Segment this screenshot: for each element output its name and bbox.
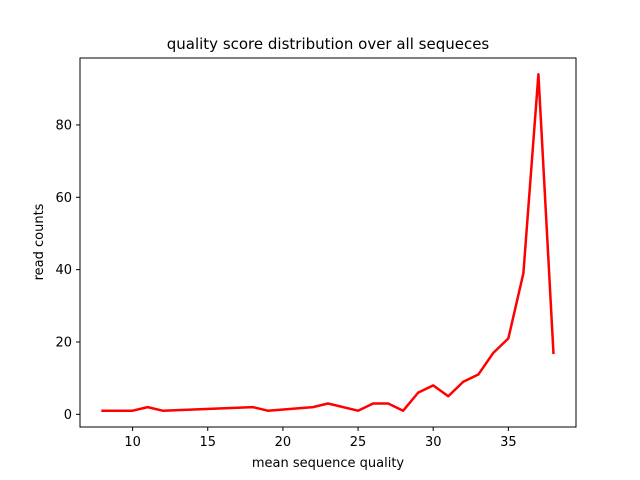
y-axis-label: read counts bbox=[32, 203, 47, 280]
plot-frame bbox=[79, 57, 577, 428]
y-tick-label: 60 bbox=[55, 191, 72, 206]
x-axis-ticks: 10 15 20 25 30 35 bbox=[124, 427, 517, 450]
y-tick-label: 20 bbox=[55, 335, 72, 350]
x-axis-label: mean sequence quality bbox=[252, 456, 405, 471]
plot-area bbox=[79, 57, 577, 428]
series-line-0 bbox=[101, 73, 555, 412]
x-tick-label: 35 bbox=[500, 435, 517, 450]
x-tick-label: 25 bbox=[350, 435, 367, 450]
y-tick-label: 80 bbox=[55, 118, 72, 133]
x-tick-label: 20 bbox=[275, 435, 292, 450]
y-tick-label: 40 bbox=[55, 263, 72, 278]
x-tick-label: 15 bbox=[199, 435, 216, 450]
x-tick-label: 30 bbox=[425, 435, 442, 450]
y-tick-label: 0 bbox=[64, 408, 72, 423]
chart-title: quality score distribution over all sequ… bbox=[167, 35, 490, 53]
y-axis-ticks: 0 20 40 60 80 bbox=[55, 118, 80, 423]
x-tick-label: 10 bbox=[124, 435, 141, 450]
